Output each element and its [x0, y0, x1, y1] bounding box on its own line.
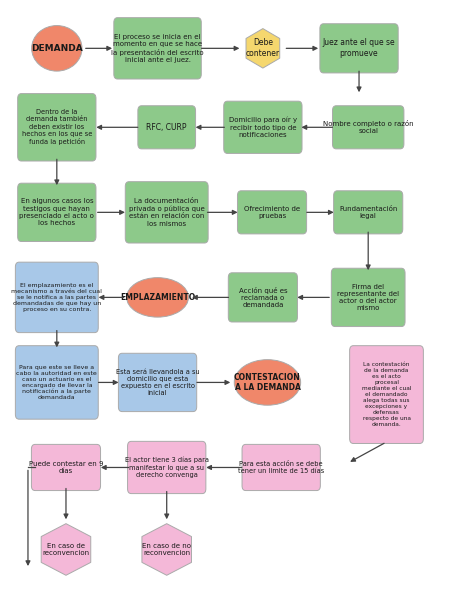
Text: El actor tiene 3 días para
manifestar lo que a su
derecho convenga: El actor tiene 3 días para manifestar lo… [125, 457, 209, 478]
Text: La documentación
privada o pública que
están en relación con
los mismos: La documentación privada o pública que e… [129, 198, 205, 227]
Text: El proceso se inicia en el
momento en que se hace
la presentación del escrito
in: El proceso se inicia en el momento en qu… [111, 34, 204, 63]
Text: Debe
contener: Debe contener [246, 39, 280, 58]
FancyBboxPatch shape [331, 268, 405, 327]
Text: En caso de no
reconvencion: En caso de no reconvencion [142, 543, 191, 556]
FancyBboxPatch shape [125, 181, 208, 243]
Text: Dentro de la
demanda también
deben existir los
hechos en los que se
funda la pet: Dentro de la demanda también deben exist… [22, 109, 92, 145]
Polygon shape [246, 29, 280, 68]
FancyBboxPatch shape [237, 191, 307, 234]
Text: Para que este se lleve a
cabo la autoridad en este
caso un actuario es el
encarg: Para que este se lleve a cabo la autorid… [17, 365, 97, 400]
FancyBboxPatch shape [138, 105, 196, 149]
Text: En caso de
reconvencion: En caso de reconvencion [42, 543, 90, 556]
Polygon shape [41, 524, 91, 575]
FancyBboxPatch shape [128, 441, 206, 493]
Text: Esta será llevandola a su
domicilio que esta
expuesto en el escrito
inicial: Esta será llevandola a su domicilio que … [116, 368, 200, 397]
Polygon shape [142, 524, 191, 575]
FancyBboxPatch shape [334, 191, 403, 234]
FancyBboxPatch shape [118, 353, 197, 411]
Ellipse shape [32, 26, 82, 71]
Text: Nombre completo o razón
social: Nombre completo o razón social [323, 120, 413, 134]
FancyBboxPatch shape [228, 273, 298, 322]
Text: El emplazamiento es el
mecanismo a través del cual
se le notifica a las partes
d: El emplazamiento es el mecanismo a travé… [11, 283, 102, 312]
Text: Domicilio para oír y
recibir todo tipo de
notificaciones: Domicilio para oír y recibir todo tipo d… [229, 117, 297, 138]
Text: Para esta acción se debe
tener un limite de 15 días: Para esta acción se debe tener un limite… [238, 461, 324, 474]
FancyBboxPatch shape [15, 346, 98, 419]
Text: Acción qué es
reclamada o
demandada: Acción qué es reclamada o demandada [238, 287, 287, 308]
FancyBboxPatch shape [15, 262, 98, 333]
FancyBboxPatch shape [350, 346, 423, 443]
Ellipse shape [127, 278, 189, 317]
Text: Fundamentación
legal: Fundamentación legal [339, 206, 397, 219]
Text: En algunos casos los
testigos que hayan
presenciado el acto o
los hechos: En algunos casos los testigos que hayan … [19, 199, 94, 226]
Text: Juez ante el que se
promueve: Juez ante el que se promueve [323, 39, 395, 58]
Text: EMPLAZAMIENTO: EMPLAZAMIENTO [120, 293, 195, 302]
Text: Puede contestar en 9
días: Puede contestar en 9 días [29, 461, 103, 474]
Text: La contestación
de la demanda
es el acto
procesal
mediante el cual
el demandado
: La contestación de la demanda es el acto… [362, 362, 411, 427]
FancyBboxPatch shape [242, 444, 320, 490]
FancyBboxPatch shape [18, 94, 96, 161]
Text: DEMANDA: DEMANDA [31, 44, 82, 53]
FancyBboxPatch shape [320, 24, 398, 73]
Text: Firma del
representante del
actor o del actor
mismo: Firma del representante del actor o del … [337, 284, 399, 311]
FancyBboxPatch shape [114, 18, 201, 79]
FancyBboxPatch shape [18, 183, 96, 242]
Text: CONTESTACION
A LA DEMANDA: CONTESTACION A LA DEMANDA [234, 373, 301, 392]
Ellipse shape [234, 360, 301, 405]
FancyBboxPatch shape [224, 101, 302, 153]
Text: RFC, CURP: RFC, CURP [146, 123, 187, 132]
FancyBboxPatch shape [332, 105, 404, 149]
FancyBboxPatch shape [31, 444, 100, 490]
Text: Ofrecimiento de
pruebas: Ofrecimiento de pruebas [244, 206, 300, 219]
